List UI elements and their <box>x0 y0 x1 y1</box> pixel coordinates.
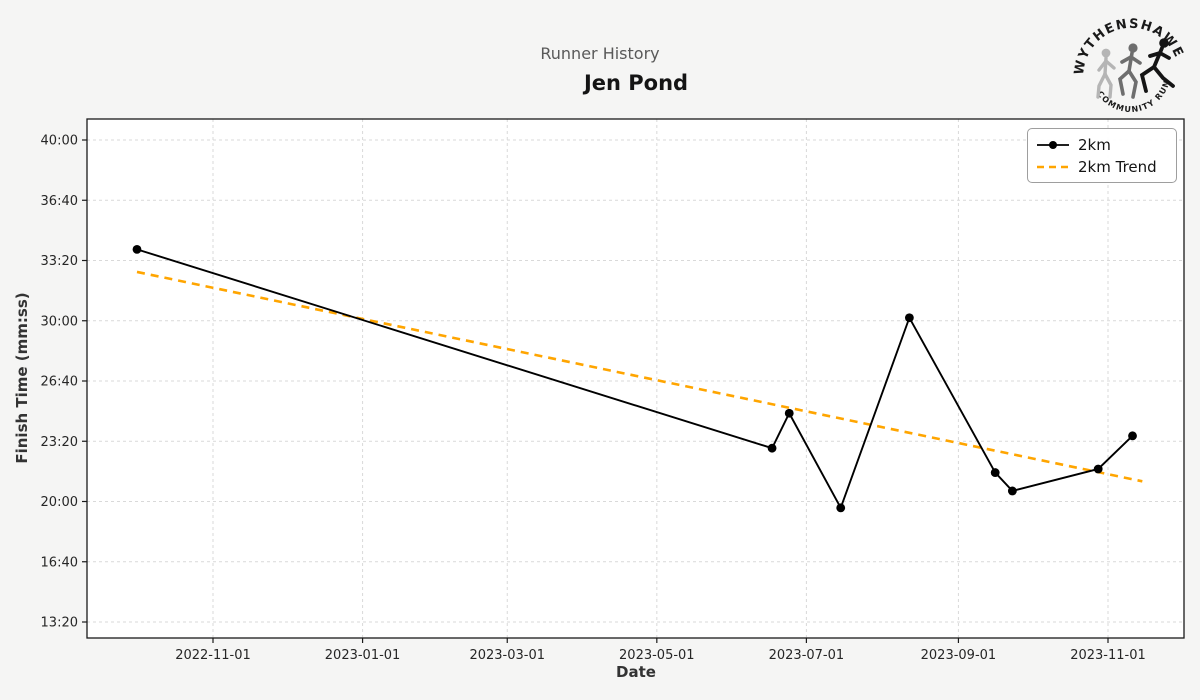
plot-border <box>86 118 1185 639</box>
runner-name-title: Jen Pond <box>583 71 689 95</box>
svg-text:WYTHENSHAWE: WYTHENSHAWE <box>1068 8 1187 79</box>
y-tick-label: 36:40 <box>41 194 78 209</box>
y-tick-label: 13:20 <box>41 616 78 631</box>
logo-top-text: WYTHENSHAWE <box>1068 8 1187 79</box>
x-axis-ticks: 2022-11-01 2023-01-01 2023-03-01 2023-05-01… <box>175 638 1146 663</box>
plot-area <box>87 119 1184 638</box>
data-point <box>767 443 777 453</box>
y-axis-ticks: 40:00 36:40 33:20 30:00 26:40 23:20 20:00 16:40… <box>41 134 87 631</box>
data-point <box>990 468 1000 477</box>
legend-line-sample-icon <box>1037 140 1069 149</box>
x-tick-label: 2023-07-01 <box>769 648 845 663</box>
legend-dash-sample-icon <box>1037 165 1069 168</box>
y-tick-label: 40:00 <box>41 134 78 149</box>
data-point <box>836 503 846 513</box>
chart-suptitle: Runner History <box>540 44 660 63</box>
y-axis-label: Finish Time (mm:ss) <box>13 292 31 464</box>
data-point <box>904 313 914 323</box>
x-tick-label: 2023-05-01 <box>619 648 695 663</box>
y-tick-label: 20:00 <box>41 495 78 510</box>
data-point <box>1007 486 1017 496</box>
y-tick-label: 26:40 <box>41 375 78 390</box>
x-axis-label: Date <box>616 663 656 681</box>
trend-line <box>136 270 1143 483</box>
data-point-markers <box>132 244 1137 513</box>
y-tick-label: 23:20 <box>41 435 78 450</box>
y-tick-label: 30:00 <box>41 314 78 329</box>
y-tick-label: 16:40 <box>41 555 78 570</box>
x-tick-label: 2023-09-01 <box>921 648 997 663</box>
y-tick-label: 33:20 <box>41 254 78 269</box>
data-point <box>1128 431 1137 441</box>
x-tick-label: 2022-11-01 <box>175 648 251 663</box>
gridlines <box>87 119 1184 638</box>
legend-label-2km: 2km <box>1078 135 1111 154</box>
legend-label-2km-trend: 2km Trend <box>1078 157 1157 176</box>
x-tick-label: 2023-01-01 <box>325 648 401 663</box>
x-tick-label: 2023-11-01 <box>1070 648 1146 663</box>
sprinting-runner-icon <box>1139 38 1175 93</box>
walking-runner-icon <box>1096 48 1116 99</box>
community-run-logo: WYTHENSHAWE COMMUNITY RUN <box>1068 8 1187 121</box>
x-tick-label: 2023-03-01 <box>469 648 545 663</box>
legend-entry-2km: 2km <box>1036 136 1168 154</box>
legend-entry-2km-trend: 2km Trend <box>1036 158 1168 176</box>
jogging-runner-icon <box>1118 43 1142 99</box>
data-point <box>784 408 794 418</box>
data-point <box>1093 464 1103 474</box>
data-point <box>132 244 142 254</box>
legend: 2km 2km Trend <box>1027 128 1177 183</box>
